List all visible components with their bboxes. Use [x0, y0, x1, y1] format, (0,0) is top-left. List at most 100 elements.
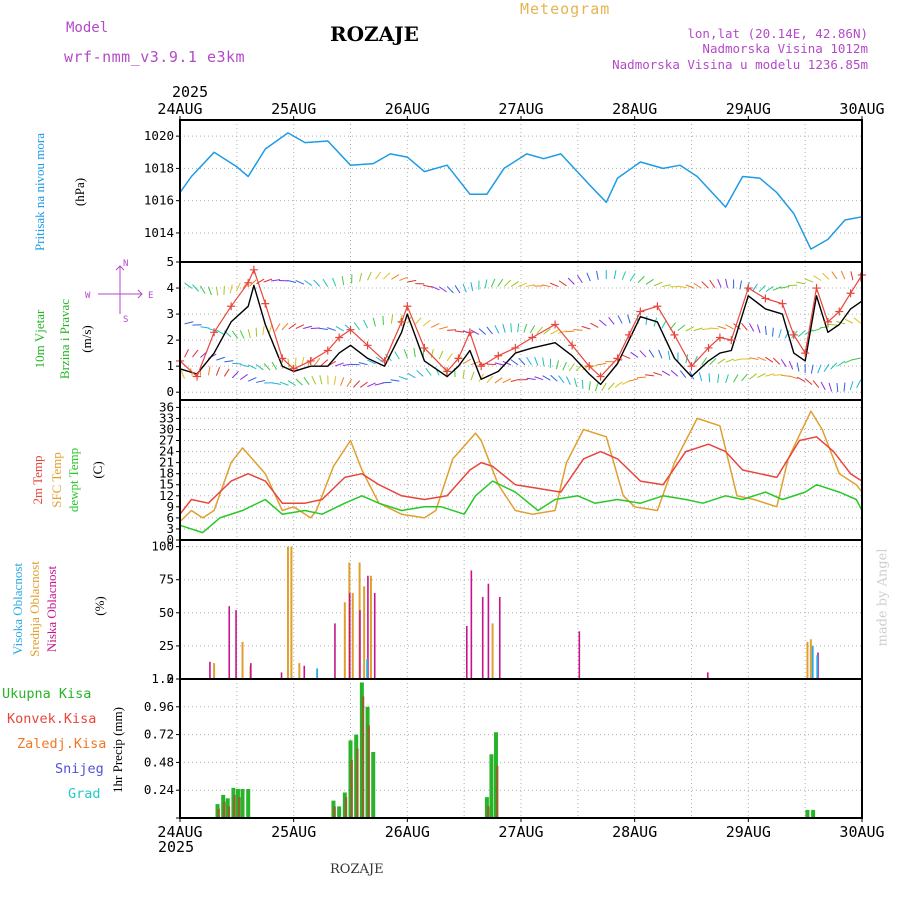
y-tick-label: 5 — [166, 254, 174, 269]
cloud-low-bar — [481, 596, 484, 679]
compass-s-label: S — [123, 315, 128, 325]
wind-arrow — [725, 374, 729, 384]
wind-arrow — [494, 377, 503, 384]
wind-arrow — [311, 375, 317, 385]
wind-arrow — [398, 375, 408, 380]
precip-conv-bar — [361, 696, 365, 818]
wind-arrow — [295, 279, 305, 285]
y-tick-label: 1018 — [144, 160, 174, 175]
y-tick-label: 21 — [159, 455, 174, 470]
wind-compass: N W E S — [85, 259, 153, 325]
wind-arrow — [529, 325, 536, 334]
wind-arrow — [765, 356, 774, 363]
wind-arrow — [566, 376, 571, 385]
cloud-low-bar — [498, 596, 501, 679]
wind-arrow — [224, 360, 234, 363]
wind-arrow — [295, 378, 303, 386]
wind-arrow — [403, 349, 408, 359]
cloud-low-bar — [373, 592, 376, 679]
cloud-low-bar — [706, 672, 709, 679]
cloud-low-bar — [235, 610, 237, 679]
precip-total-bar — [805, 809, 810, 818]
wind-arrow — [843, 382, 846, 392]
wind-arrow — [207, 366, 211, 376]
wind-arrow — [837, 360, 846, 367]
wind-arrow — [335, 326, 344, 332]
y-tick-label: 6 — [166, 510, 174, 525]
wind-arrow — [486, 375, 494, 384]
wind-arrow — [223, 368, 230, 377]
wind-arrow — [709, 327, 719, 330]
wind-arrow — [781, 374, 791, 377]
wind-arrow — [812, 380, 820, 388]
wind-gust-point — [727, 336, 736, 345]
wind-arrow — [586, 272, 591, 282]
wind-arrow — [200, 326, 210, 329]
wind-arrow — [621, 271, 627, 280]
wind-arrow — [840, 270, 846, 280]
wind-arrow — [648, 349, 655, 358]
precip-total-bar — [246, 789, 251, 818]
wind-arrow — [327, 327, 336, 332]
y-tick-label: 1020 — [144, 128, 174, 143]
wind-arrow — [335, 362, 344, 367]
wind-arrow — [229, 284, 233, 294]
year-bottom: 2025 — [158, 838, 195, 856]
wind-arrow — [416, 369, 424, 377]
precip-total-bar — [489, 754, 494, 818]
y-tick-label: 0.24 — [144, 782, 174, 797]
cloud-mid-bar — [806, 641, 809, 679]
wind-gust-point — [403, 302, 412, 311]
wind-arrow — [510, 323, 512, 333]
wind-arrow — [431, 285, 440, 291]
wind-arrow — [240, 363, 250, 368]
wind-arrow — [523, 323, 528, 333]
wind-arrow — [542, 357, 545, 367]
x-tick-label-bottom: 29AUG — [726, 823, 771, 841]
wind-arrow — [375, 356, 384, 363]
wind-arrow — [629, 378, 639, 382]
wind-arrow — [192, 284, 199, 292]
precip-hail-legend: Grad — [68, 786, 101, 802]
wind-arrow — [303, 325, 312, 329]
wind-arrow — [239, 330, 245, 339]
wind-arrow — [556, 360, 559, 370]
wind-arrow — [594, 382, 599, 392]
x-tick-label-bottom: 25AUG — [271, 823, 316, 841]
sfc-temp-line — [179, 410, 863, 523]
wind-gust-point — [511, 343, 520, 352]
wind-gust-point — [465, 328, 474, 337]
wind-arrow — [568, 363, 575, 372]
wind-arrow — [303, 377, 310, 385]
wind-arrow — [752, 283, 758, 292]
wind-arrow — [679, 370, 687, 378]
cloud-low-bar — [334, 623, 336, 679]
wind-arrow — [749, 357, 759, 361]
wind-arrow — [367, 271, 372, 281]
cloud-low-bar — [228, 606, 231, 679]
y-tick-label: 0 — [166, 532, 174, 547]
wind-arrow — [462, 283, 467, 293]
wind-gust-point — [335, 333, 344, 342]
wind-gust-point — [636, 307, 645, 316]
wind-arrow — [249, 279, 257, 287]
wind-gust-point — [323, 346, 332, 355]
x-tick-label-bottom: 28AUG — [612, 823, 657, 841]
year-top: 2025 — [172, 83, 209, 101]
y-tick-label: 27 — [159, 433, 174, 448]
precip-conv-bar — [356, 748, 359, 818]
wind-arrow — [645, 278, 654, 285]
precip-conv-bar — [223, 801, 226, 818]
wind-arrow — [780, 285, 790, 289]
precip-conv-legend: Konvek.Kisa — [7, 711, 97, 727]
wind-arrow — [184, 321, 194, 325]
wind-arrow — [536, 326, 543, 335]
wind-arrow — [741, 322, 748, 331]
wind-arrow — [363, 319, 368, 329]
cloud-mid-bar — [298, 663, 301, 679]
wind-arrow — [287, 380, 296, 386]
wind-arrow — [780, 359, 787, 368]
wind-arrow — [542, 375, 551, 381]
wind-arrow — [637, 376, 647, 379]
